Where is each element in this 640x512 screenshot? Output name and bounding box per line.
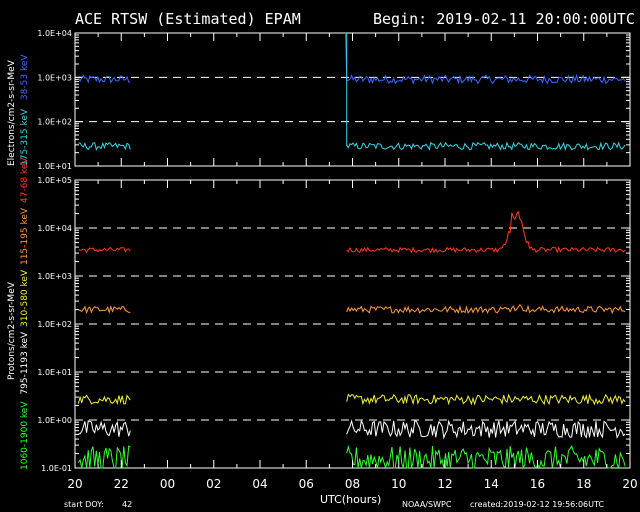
x-tick-label: 02 <box>206 477 221 491</box>
x-tick-label: 12 <box>437 477 452 491</box>
x-tick-label: 20 <box>67 477 82 491</box>
created-text: created:2019-02-12 19:56:06UTC <box>470 500 604 509</box>
series-line-p115 <box>346 303 626 315</box>
x-tick-label: 14 <box>484 477 499 491</box>
start-doy-label: start DOY: <box>64 500 104 509</box>
y-tick-label: 1.0E+02 <box>37 320 72 329</box>
series-line-p47 <box>78 247 131 253</box>
y-tick-label: 1.0E+04 <box>37 29 72 38</box>
legend-p310: 310-580 keV <box>20 269 30 327</box>
x-tick-label: 18 <box>576 477 591 491</box>
x-tick-label: 22 <box>114 477 129 491</box>
chart-title: ACE RTSW (Estimated) EPAM <box>75 10 301 28</box>
series-line-e38 <box>78 74 131 84</box>
series-line-p47 <box>346 210 626 254</box>
proton-ylabel-group: Protons/cm2-s-sr-MeV <box>7 281 17 380</box>
series-line-p1060 <box>78 445 131 469</box>
legend-p47: 47-68 keV <box>20 157 30 203</box>
series-line-p795 <box>346 419 626 440</box>
start-doy-value: 42 <box>122 500 132 509</box>
x-tick-label: 16 <box>530 477 545 491</box>
series-line-p310 <box>78 394 131 406</box>
x-tick-label: 00 <box>160 477 175 491</box>
electron-panel: 1.0E+04 1.0E+03 1.0E+02 1.0E+01 <box>37 29 631 171</box>
proton-ylabel: Protons/cm2-s-sr-MeV <box>7 281 17 380</box>
electron-ylabel: Electrons/cm2-s-sr-MeV <box>7 59 17 166</box>
series-line-e175 <box>78 141 131 151</box>
svg-text:175-315 keV 38-53 keV: 175-315 keV 38-53 keV <box>20 54 30 166</box>
legend-e175: 175-315 keV <box>20 108 30 166</box>
begin-time: Begin: 2019-02-11 20:00:00UTC <box>373 10 635 28</box>
series-line-p310 <box>346 393 626 406</box>
proton-legend: 1060-1900 keV 795-1193 keV 310-580 keV 1… <box>20 157 30 470</box>
y-tick-label: 1.0E-01 <box>41 464 72 473</box>
electron-legend: 175-315 keV 38-53 keV <box>20 54 30 166</box>
series-line-e175 <box>346 141 626 151</box>
y-tick-label: 1.0E+02 <box>37 118 72 127</box>
legend-e38: 38-53 keV <box>20 54 30 100</box>
x-tick-label: 10 <box>391 477 406 491</box>
y-tick-label: 1.0E+00 <box>37 416 72 425</box>
y-tick-label: 1.0E+03 <box>37 272 72 281</box>
x-axis-label: UTC(hours) <box>320 493 381 506</box>
legend-p1060: 1060-1900 keV <box>20 401 30 470</box>
series-line-p115 <box>78 305 131 315</box>
electron-panel-frame <box>74 32 631 167</box>
electron-ylabel-group: Electrons/cm2-s-sr-MeV <box>7 59 17 166</box>
x-tick-label: 20 <box>622 477 637 491</box>
series-line-p795 <box>78 420 131 437</box>
series-line-p1060 <box>346 444 626 470</box>
legend-p795: 795-1193 keV <box>20 331 30 395</box>
series-line-e38 <box>345 32 626 85</box>
credit-text: NOAA/SWPC <box>402 500 452 509</box>
y-tick-label: 1.0E+05 <box>37 176 72 185</box>
proton-panel: 1.0E+05 1.0E+04 1.0E+03 1.0E+02 1.0E+01 1.0E+… <box>37 176 637 491</box>
y-tick-label: 1.0E+03 <box>37 73 72 82</box>
x-tick-label: 06 <box>299 477 314 491</box>
legend-p115: 115-195 keV <box>20 207 30 265</box>
x-tick-label: 08 <box>345 477 360 491</box>
y-tick-label: 1.0E+04 <box>37 224 72 233</box>
y-tick-label: 1.0E+01 <box>37 368 72 377</box>
x-tick-label: 04 <box>252 477 267 491</box>
y-tick-label: 1.0E+01 <box>37 162 72 171</box>
svg-text:1060-1900 keV 795-1193 keV 310: 1060-1900 keV 795-1193 keV 310-580 keV 1… <box>20 157 30 470</box>
